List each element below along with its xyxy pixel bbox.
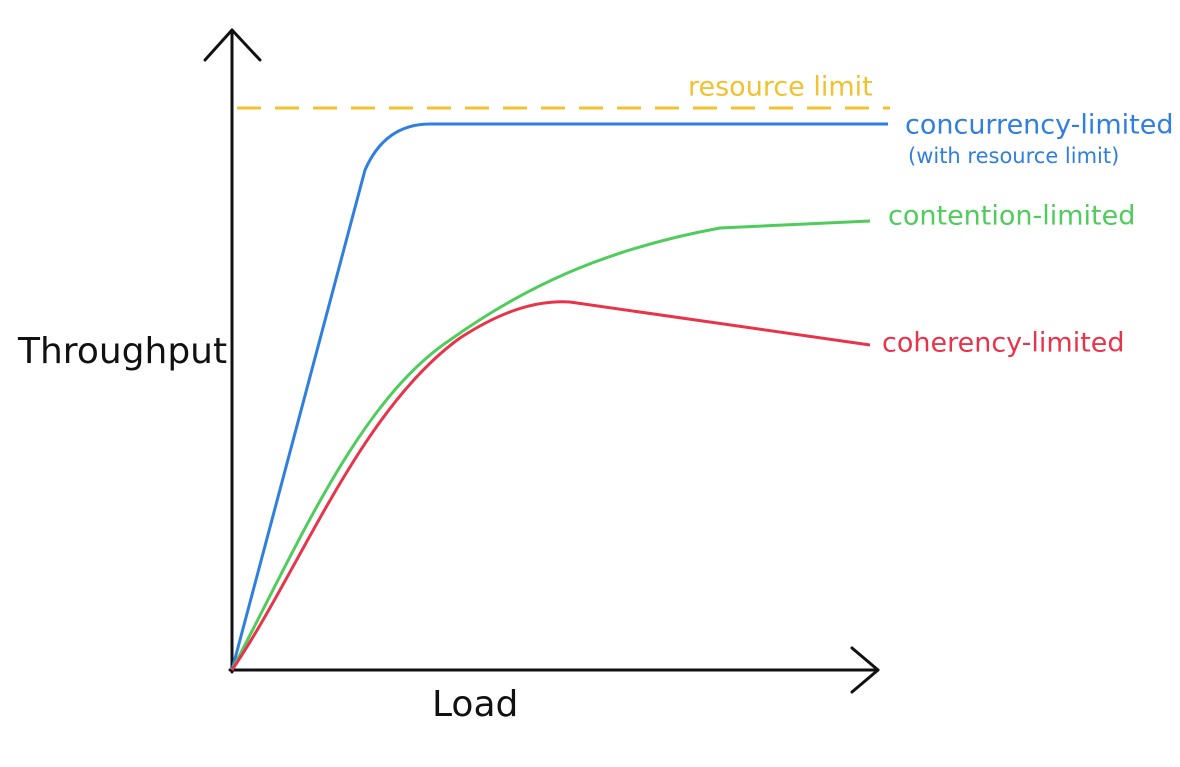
resource-limit-label: resource limit	[688, 72, 873, 103]
coherency-curve	[230, 300, 871, 671]
x-axis-arrow	[850, 646, 880, 694]
concurrency-curve	[230, 122, 888, 671]
curve-label: contention-limited	[888, 201, 1135, 232]
y-axis-label: Throughput	[17, 331, 227, 372]
curve-note: (with resource limit)	[908, 144, 1119, 168]
y-axis-arrow	[203, 28, 262, 62]
curve-label: coherency-limited	[882, 328, 1125, 359]
axes	[203, 28, 880, 694]
contention-curve	[230, 219, 871, 671]
curve-label: concurrency-limited	[905, 110, 1174, 141]
x-axis-label: Load	[432, 684, 518, 725]
